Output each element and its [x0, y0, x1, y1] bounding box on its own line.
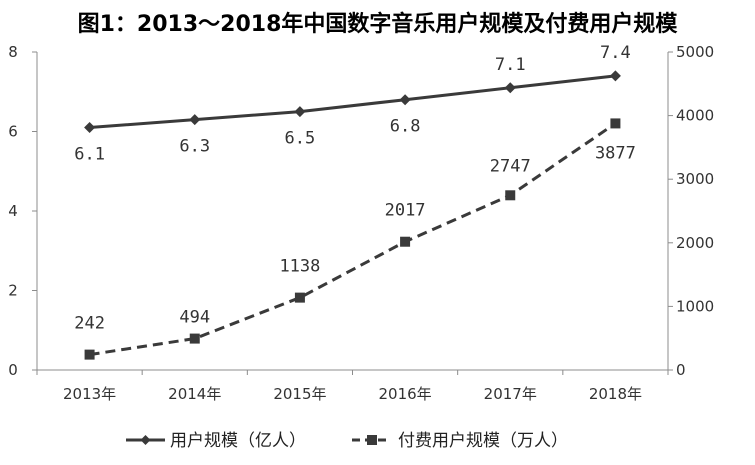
chart-series-layer: 6.1 6.3 6.5 6.8 7.1 7.4 242 494 1138 2017 2747 3877 [74, 43, 636, 360]
legend-paid-user-scale-label: 付费用户规模（万人） [398, 431, 568, 451]
series-paid-user-scale-data-label: 2747 [490, 156, 531, 176]
series-user-scale-point [504, 82, 516, 94]
y-right-tick-label: 2000 [676, 234, 714, 252]
series-paid-user-scale-point [84, 349, 95, 360]
series-user-scale-point [84, 122, 96, 134]
series-paid-user-scale-point [400, 236, 411, 247]
x-tick-label: 2018年 [589, 385, 642, 403]
series-user-scale-data-label: 6.5 [285, 129, 316, 149]
y-right-tick-label: 5000 [676, 43, 714, 61]
series-paid-user-scale-data-label: 494 [179, 308, 210, 328]
series-user-scale-point [609, 70, 621, 82]
y-left-tick-label: 0 [8, 361, 18, 379]
series-paid-user-scale-point [294, 292, 305, 303]
series-user-scale-data-label: 7.1 [495, 55, 526, 75]
legend-user-scale-marker [140, 435, 151, 445]
y-right-tick-label: 0 [676, 361, 686, 379]
series-user-scale-data-label: 6.8 [390, 117, 421, 137]
series-user-scale-data-label: 7.4 [600, 43, 631, 63]
series-paid-user-scale-line [89, 122, 617, 357]
series-paid-user-scale-data-label: 3877 [595, 143, 636, 163]
series-paid-user-scale-data-label: 242 [74, 314, 105, 334]
series-user-scale-point [189, 114, 201, 126]
series-user-scale-data-label: 6.1 [74, 145, 105, 165]
chart-title: 图1：2013～2018年中国数字音乐用户规模及付费用户规模 [77, 12, 678, 37]
x-tick-label: 2016年 [378, 385, 431, 403]
y-right-tick-label: 1000 [676, 297, 714, 315]
chart-legend: 用户规模（亿人） 付费用户规模（万人） [126, 431, 568, 451]
series-paid-user-scale-point [505, 190, 516, 201]
series-paid-user-scale-point [610, 118, 621, 129]
series-paid-user-scale-data-label: 2017 [385, 201, 426, 221]
series-paid-user-scale-point [189, 333, 200, 344]
legend-paid-user-scale-marker [367, 435, 377, 445]
y-right-tick-label: 3000 [676, 170, 714, 188]
series-paid-user-scale-data-label: 1138 [279, 257, 320, 277]
y-left-tick-label: 2 [8, 282, 18, 300]
legend-user-scale-label: 用户规模（亿人） [170, 431, 306, 451]
y-left-tick-label: 8 [8, 43, 18, 61]
x-tick-label: 2017年 [484, 385, 537, 403]
y-left-tick-label: 4 [8, 202, 18, 220]
y-left-tick-label: 6 [8, 123, 18, 141]
series-user-scale-point [399, 94, 411, 106]
x-tick-label: 2014年 [168, 385, 221, 403]
series-user-scale-data-label: 6.3 [179, 137, 210, 157]
y-right-tick-label: 4000 [676, 107, 714, 125]
series-user-scale-line [89, 74, 616, 130]
x-tick-label: 2015年 [273, 385, 326, 403]
series-user-scale-point [294, 106, 306, 118]
chart-axes: 0 2 4 6 8 0 1000 2000 3000 4000 5000 2013年 2014年 2015… [8, 43, 714, 403]
x-tick-label: 2013年 [63, 385, 116, 403]
